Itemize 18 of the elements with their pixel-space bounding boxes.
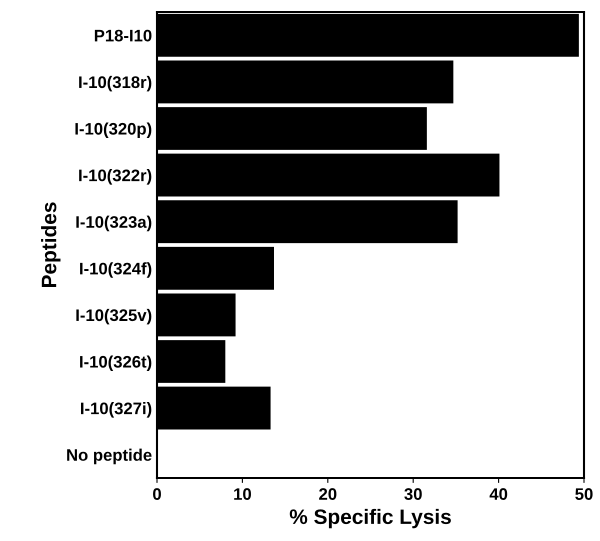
x-tick-label: 40	[490, 488, 508, 500]
x-tick-label: 30	[404, 488, 422, 500]
y-tick-label: I-10(324f)	[80, 262, 152, 278]
y-tick-label: P18-I10	[94, 30, 152, 42]
x-tick-label: 10	[234, 488, 251, 500]
y-tick-label: I-10(322r)	[79, 169, 152, 185]
x-tick-label: 0	[153, 488, 161, 500]
y-axis-title: Peptides	[41, 202, 60, 288]
y-tick-label: I-10(327i)	[81, 402, 152, 418]
y-tick-label: No peptide	[67, 448, 152, 464]
y-tick-label: I-10(325v)	[76, 308, 152, 324]
x-tick-label: 20	[319, 488, 336, 500]
x-tick-label: 50	[575, 488, 593, 500]
x-axis-title: % Specific Lysis	[290, 508, 451, 528]
y-tick-label: I-10(326t)	[80, 355, 152, 371]
y-tick-label: I-10(323a)	[76, 216, 152, 232]
y-tick-label: I-10(318r)	[79, 76, 152, 92]
y-tick-label: I-10(320p)	[75, 122, 152, 138]
